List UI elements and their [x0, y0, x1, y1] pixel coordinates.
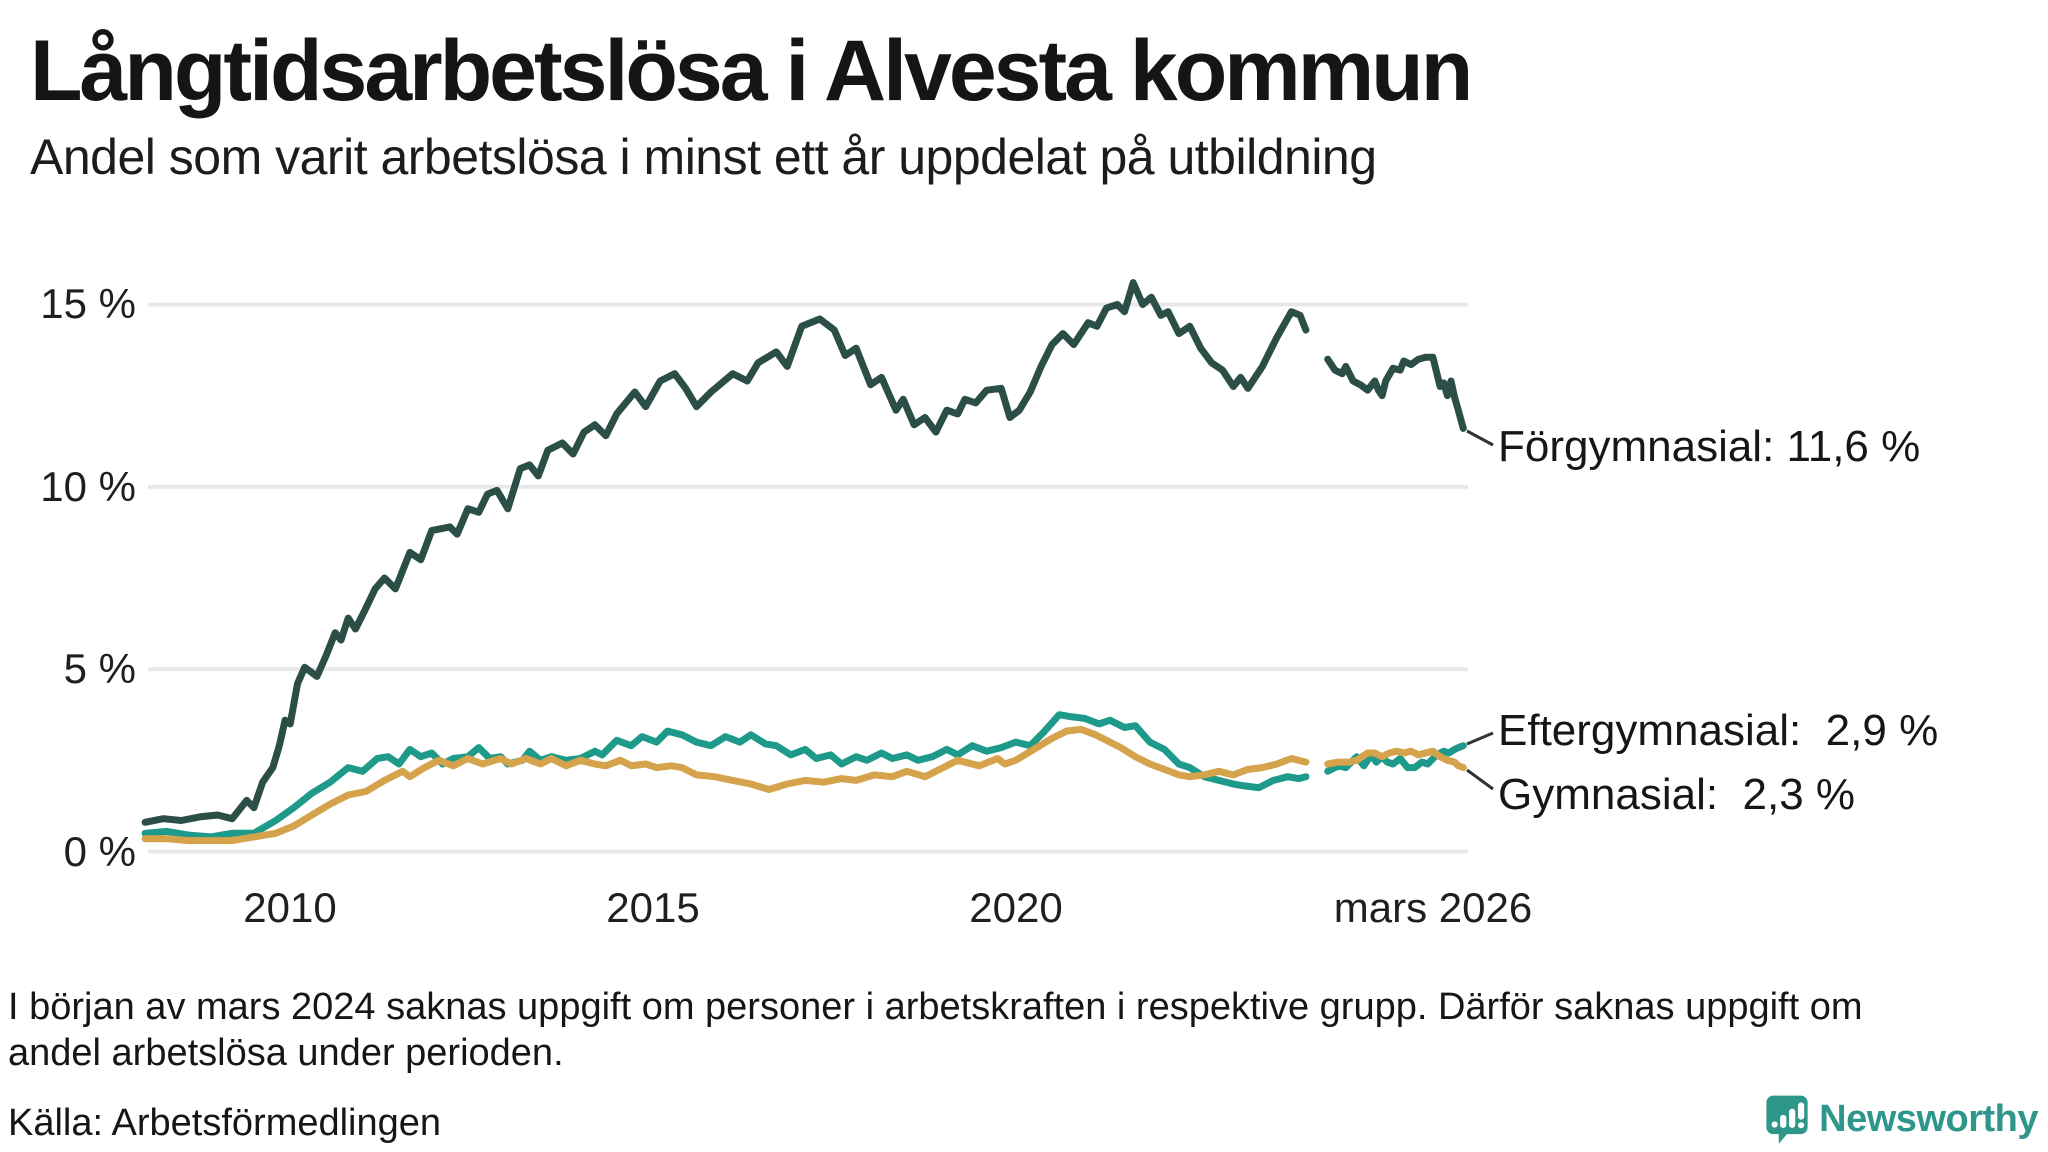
y-tick-label-0: 0 % — [63, 828, 136, 875]
series-line-gymnasial-segment-2 — [1324, 747, 1467, 772]
series-line-gymnasial-segment-1 — [141, 725, 1310, 845]
page-title: Långtidsarbetslösa i Alvesta kommun — [30, 23, 1473, 119]
series-line-eftergymnasial-segment-1 — [141, 711, 1310, 841]
gridlines — [148, 302, 1468, 854]
y-tick-label-5: 5 % — [63, 645, 136, 692]
series-label-gymnasial: Gymnasial: 2,3 % — [1498, 770, 1856, 819]
series-label-eftergymnasial: Eftergymnasial: 2,9 % — [1498, 706, 1939, 755]
series-line-forgymnasial-segment-2 — [1324, 353, 1467, 432]
series-lines — [141, 279, 1467, 845]
x-tick-label-2015: 2015 — [606, 884, 700, 931]
callout-dash-forgymnasial — [1466, 429, 1494, 447]
series-label-forgymnasial: Förgymnasial: 11,6 % — [1498, 422, 1921, 471]
series-line-forgymnasial-segment-1 — [141, 279, 1310, 826]
footnote: I början av mars 2024 saknas uppgift om … — [8, 984, 1863, 1076]
y-tick-label-15: 15 % — [40, 280, 136, 327]
chart-subtitle: Andel som varit arbetslösa i minst ett å… — [30, 129, 1377, 185]
footnote-line-2: andel arbetslösa under perioden. — [8, 1032, 564, 1074]
x-tick-label-2010: 2010 — [243, 884, 337, 931]
brand-name: Newsworthy — [1819, 1097, 2038, 1140]
y-tick-label-10: 10 % — [40, 463, 136, 510]
footnote-line-1: I början av mars 2024 saknas uppgift om … — [8, 986, 1863, 1028]
newsworthy-logo: Newsworthy — [1765, 1094, 2038, 1144]
callout-dash-eftergymnasial — [1466, 731, 1494, 746]
callout-dashes — [1466, 429, 1494, 791]
bar-chart-speech-bubble-icon — [1766, 1095, 1808, 1144]
callout-dash-gymnasial — [1466, 768, 1494, 791]
source-note: Källa: Arbetsförmedlingen — [8, 1102, 442, 1144]
x-tick-label-mars-2026: mars 2026 — [1333, 884, 1533, 931]
x-tick-label-2020: 2020 — [969, 884, 1063, 931]
